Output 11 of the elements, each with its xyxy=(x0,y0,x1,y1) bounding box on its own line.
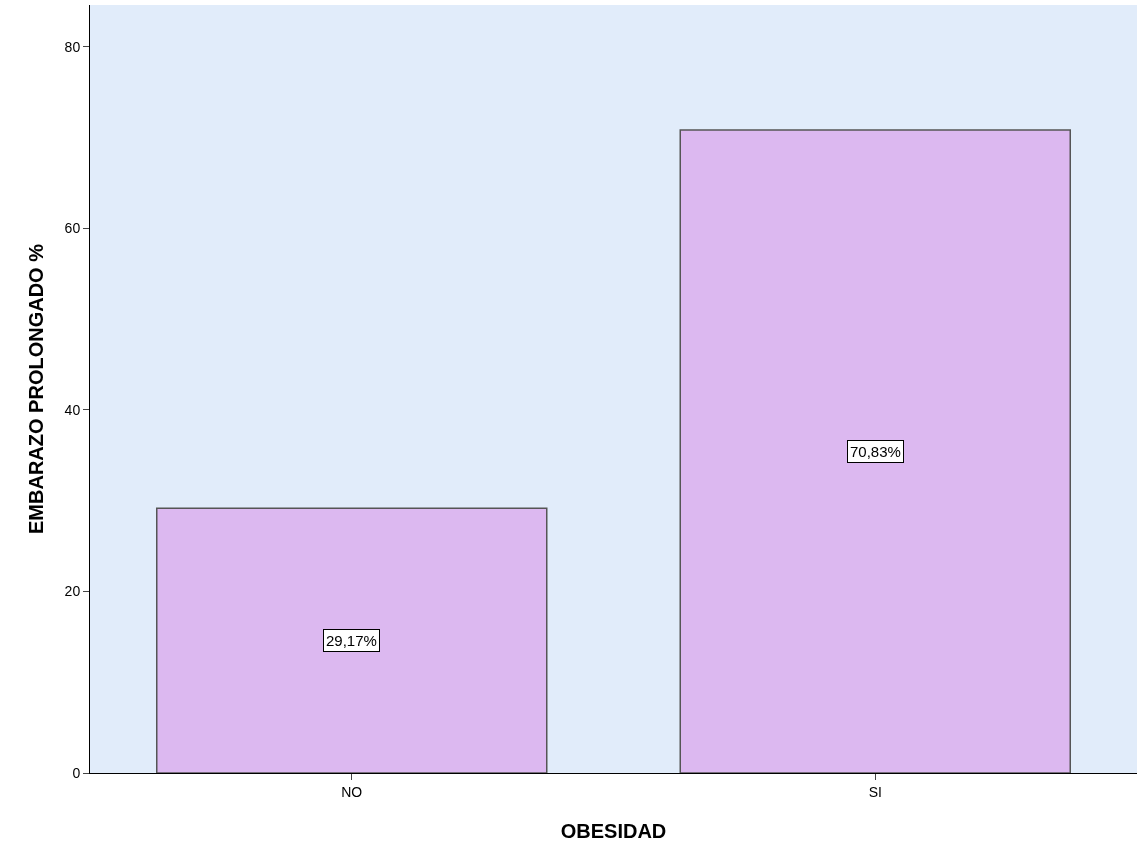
x-tick-label: SI xyxy=(868,783,882,800)
data-label: 29,17% xyxy=(326,632,377,649)
y-tick-label: 80 xyxy=(64,38,81,55)
x-tick-label: NO xyxy=(341,783,363,800)
y-tick-label: 0 xyxy=(72,764,81,781)
data-label: 70,83% xyxy=(850,443,901,460)
y-axis-title: EMBARAZO PROLONGADO % xyxy=(25,243,48,534)
y-tick-label: 20 xyxy=(64,583,81,600)
x-axis-title: OBESIDAD xyxy=(560,820,667,843)
y-tick-label: 40 xyxy=(64,401,81,418)
y-tick-label: 60 xyxy=(64,220,81,237)
